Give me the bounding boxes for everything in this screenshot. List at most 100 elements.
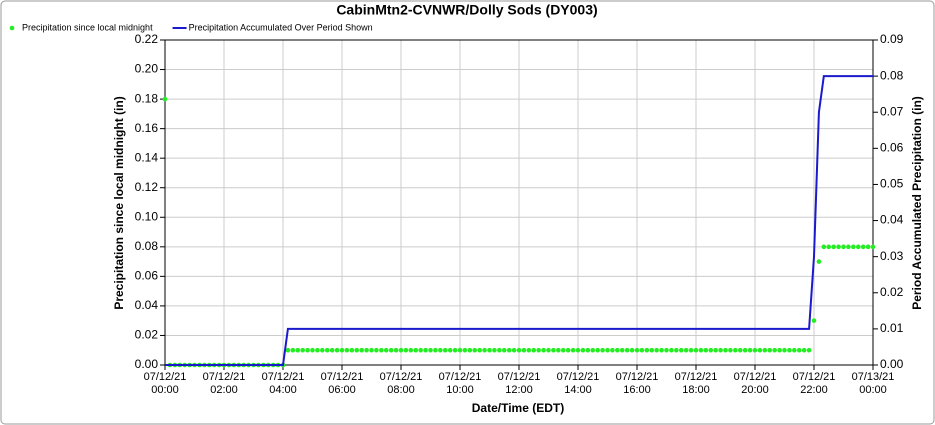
chart-title: CabinMtn2-CVNWR/Dolly Sods (DY003) [336,2,597,18]
data-point [865,244,871,250]
y2-axis-label: Period Accumulated Precipitation (in) [910,96,924,310]
data-point [359,347,364,353]
data-point [683,347,689,353]
y-tick-label: 0.18 [135,91,159,105]
data-point [767,347,773,353]
data-point [595,347,600,353]
plot-border [164,39,874,366]
data-point [324,347,330,353]
data-point [644,347,650,353]
x-axis-label: Date/Time (EDT) [472,401,564,415]
data-point [477,347,482,353]
data-point [334,347,340,353]
data-point [826,244,832,250]
data-point [639,347,645,353]
data-point [634,347,640,353]
data-point [433,347,438,353]
data-point [728,347,733,353]
data-point [590,347,596,353]
data-point [610,347,615,353]
data-point [423,347,428,353]
data-point [418,347,423,353]
data-point [344,347,350,353]
data-point [674,347,679,353]
y2-tick-label: 0.02 [880,285,904,299]
data-point [649,347,655,353]
y2-tick-label: 0.03 [880,249,904,263]
data-point [821,244,827,250]
data-point [447,347,453,353]
data-point [438,347,443,353]
y-tick-label: 0.22 [135,32,159,46]
data-point [816,259,822,264]
data-point [806,347,812,353]
data-point [723,347,728,353]
x-tick-label: 07/12/21 18:00 [674,371,718,396]
data-point [708,347,714,353]
y-tick-label: 0.06 [135,269,159,283]
data-point [811,318,817,323]
data-point [506,347,512,353]
data-point [580,347,586,353]
data-point [688,347,694,353]
x-tick-label: 07/12/21 06:00 [320,371,364,396]
data-point [285,347,291,353]
data-point [364,347,369,353]
y-tick-label: 0.12 [135,180,159,194]
data-point [772,347,777,353]
data-point [678,347,684,353]
data-point [560,347,566,353]
x-tick-label: 07/12/21 16:00 [615,371,659,396]
data-point [467,347,473,353]
data-point [855,244,861,250]
data-point [585,347,591,353]
data-point [541,347,546,353]
data-point [290,347,296,353]
data-point [600,347,605,353]
data-point [393,347,399,353]
data-point [615,347,620,353]
data-point [664,347,669,353]
data-point [619,347,625,353]
legend-swatch [9,25,15,31]
data-point [536,347,541,353]
data-point [487,347,492,353]
data-point [703,347,709,353]
y-tick-label: 0.14 [135,150,159,164]
data-point [295,347,301,353]
data-point [777,347,782,353]
data-point [329,347,335,353]
data-point [403,347,409,353]
data-point [659,347,664,353]
x-tick-label: 07/12/21 14:00 [556,371,600,396]
data-point [413,347,419,353]
data-point [846,244,851,250]
data-point [787,347,792,353]
data-point [482,347,487,353]
data-point [339,347,345,353]
data-point [310,347,315,353]
data-point [742,347,748,353]
data-point [516,347,522,353]
data-point [497,347,502,353]
y-tick-label: 0.08 [135,239,159,253]
data-point [796,347,802,353]
data-point [388,347,394,353]
data-point [526,347,532,353]
data-point [831,244,836,250]
data-point [860,244,866,250]
data-point [733,347,738,353]
data-point [300,347,305,353]
data-point [546,347,551,353]
data-point [511,347,517,353]
data-point [369,347,374,353]
data-point [737,347,743,353]
y2-tick-label: 0.09 [880,32,904,46]
data-point [792,347,797,353]
legend-label: Precipitation since local midnight [22,22,153,32]
y-tick-label: 0.16 [135,121,159,135]
data-point [629,347,635,353]
